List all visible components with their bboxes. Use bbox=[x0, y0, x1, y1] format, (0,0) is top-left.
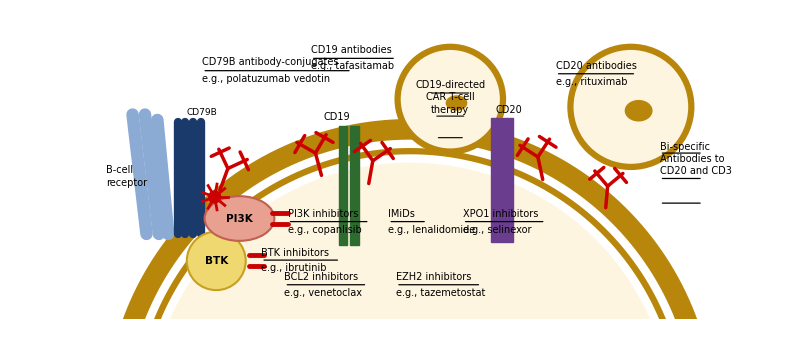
Polygon shape bbox=[154, 159, 666, 354]
Text: Bi-specific
Antibodies to
CD20 and CD3: Bi-specific Antibodies to CD20 and CD3 bbox=[659, 141, 731, 176]
Text: e.g., venetoclax: e.g., venetoclax bbox=[285, 288, 362, 298]
Text: BTK inhibitors: BTK inhibitors bbox=[262, 248, 330, 258]
Circle shape bbox=[209, 191, 221, 203]
Text: e.g., ibrutinib: e.g., ibrutinib bbox=[262, 263, 326, 273]
FancyBboxPatch shape bbox=[350, 126, 359, 246]
Text: CD19: CD19 bbox=[323, 112, 350, 122]
Text: CD20: CD20 bbox=[495, 105, 522, 115]
Text: e.g., tazemetostat: e.g., tazemetostat bbox=[396, 288, 486, 298]
FancyBboxPatch shape bbox=[338, 126, 347, 246]
Ellipse shape bbox=[205, 196, 274, 241]
FancyBboxPatch shape bbox=[491, 118, 513, 242]
Circle shape bbox=[187, 232, 246, 290]
Text: CD19 antibodies: CD19 antibodies bbox=[310, 45, 391, 55]
Ellipse shape bbox=[446, 95, 467, 111]
Text: BCL2 inhibitors: BCL2 inhibitors bbox=[285, 272, 358, 282]
Text: CD79B antibody-conjugates: CD79B antibody-conjugates bbox=[202, 57, 339, 67]
Text: XPO1 inhibitors: XPO1 inhibitors bbox=[462, 209, 538, 219]
Circle shape bbox=[398, 47, 503, 151]
Text: e.g., polatuzumab vedotin: e.g., polatuzumab vedotin bbox=[202, 74, 330, 84]
Ellipse shape bbox=[625, 100, 653, 121]
Text: CD19-directed
CAR T-cell
therapy: CD19-directed CAR T-cell therapy bbox=[415, 80, 486, 115]
Text: B-cell
receptor: B-cell receptor bbox=[106, 165, 147, 188]
Polygon shape bbox=[142, 148, 678, 354]
Text: IMiDs: IMiDs bbox=[388, 209, 415, 219]
Text: e.g., lenalidomide: e.g., lenalidomide bbox=[388, 225, 475, 235]
Text: e.g., selinexor: e.g., selinexor bbox=[462, 225, 531, 235]
Text: PI3K inhibitors: PI3K inhibitors bbox=[287, 209, 358, 219]
Text: e.g., tafasitamab: e.g., tafasitamab bbox=[310, 62, 394, 72]
Text: PI3K: PI3K bbox=[226, 213, 253, 223]
Circle shape bbox=[570, 47, 691, 167]
Text: CD20 antibodies: CD20 antibodies bbox=[556, 61, 637, 71]
Text: e.g., copanlisib: e.g., copanlisib bbox=[287, 225, 362, 235]
Text: CD79B: CD79B bbox=[187, 108, 218, 117]
Text: e.g., rituximab: e.g., rituximab bbox=[556, 77, 627, 87]
Text: BTK: BTK bbox=[205, 256, 228, 266]
Text: EZH2 inhibitors: EZH2 inhibitors bbox=[396, 272, 471, 282]
